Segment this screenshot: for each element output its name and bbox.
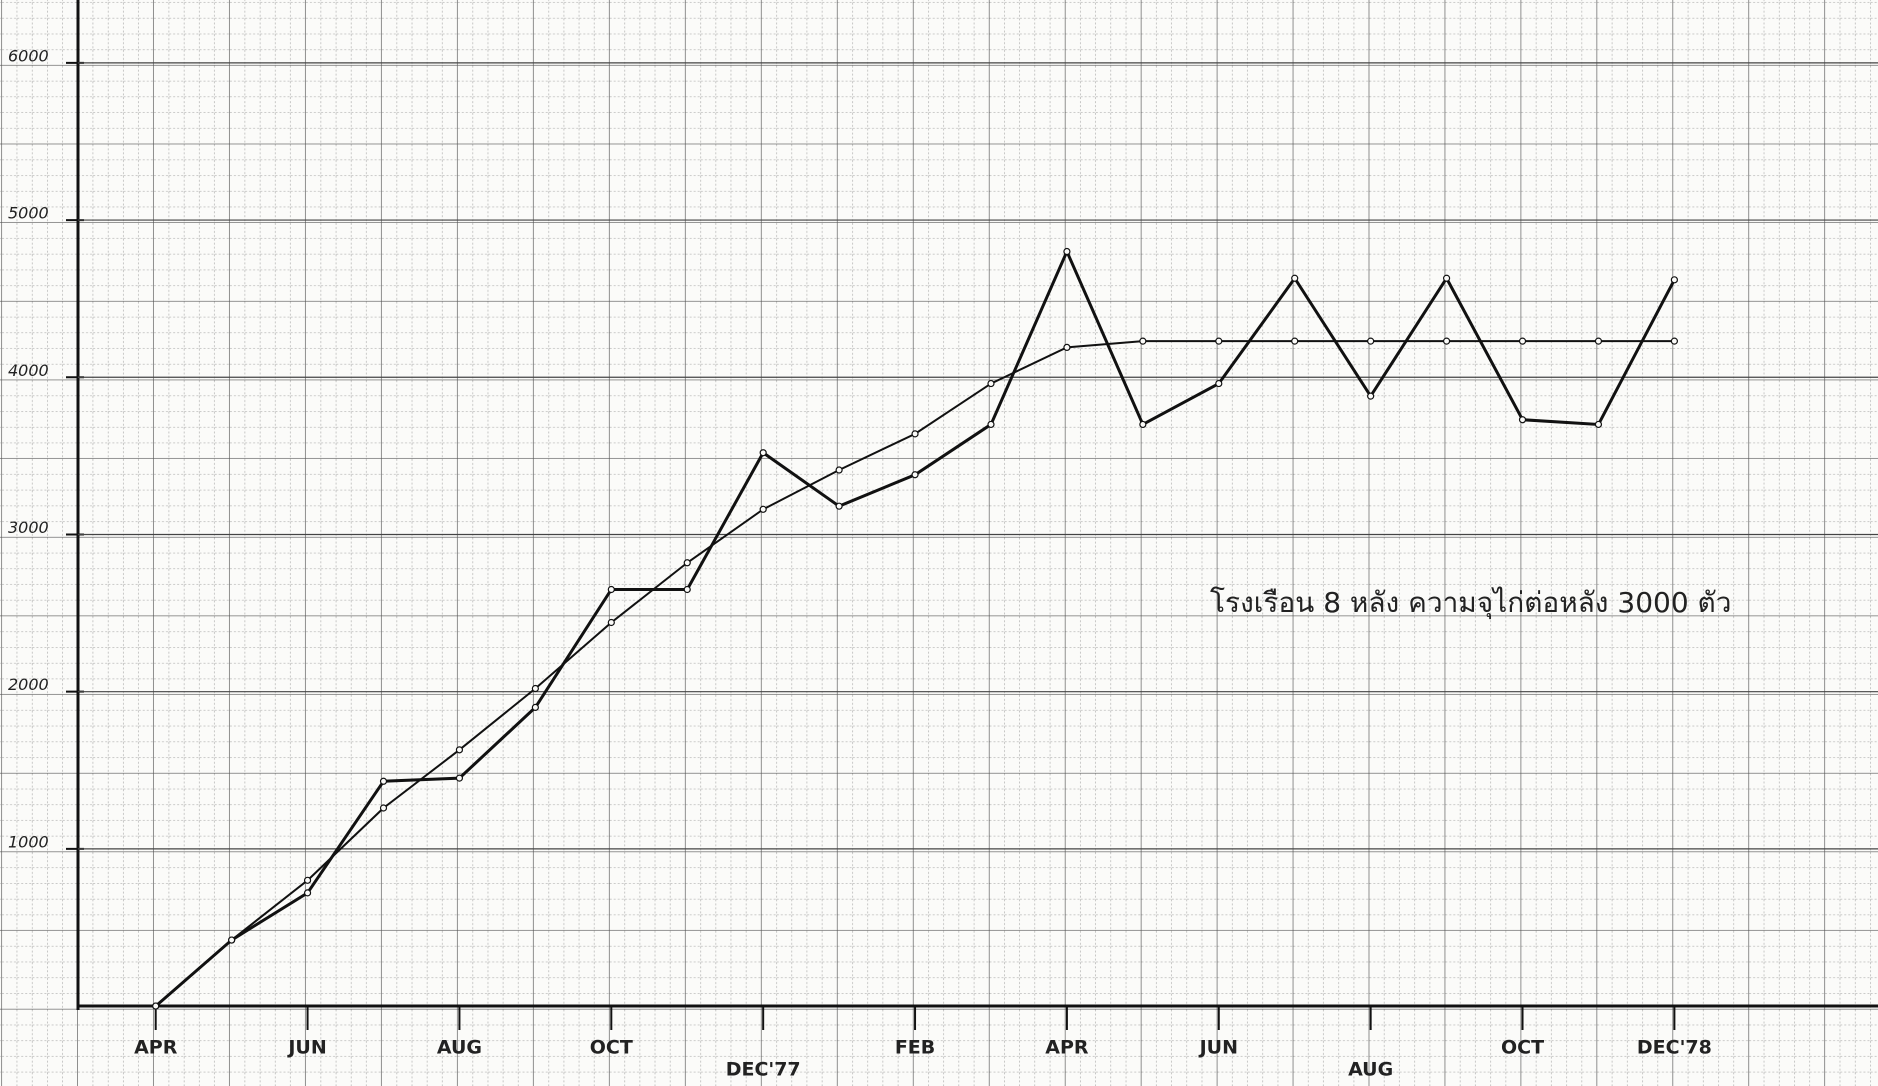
data-point xyxy=(532,704,538,710)
data-point xyxy=(836,503,842,509)
data-point xyxy=(1671,277,1677,283)
data-point xyxy=(1520,417,1526,423)
data-point xyxy=(608,620,614,626)
x-tick-label: OCT xyxy=(590,1037,633,1059)
data-point xyxy=(912,431,918,437)
x-tick-label: JUN xyxy=(1198,1037,1238,1059)
data-point xyxy=(684,560,690,566)
y-tick-label: 6000 xyxy=(8,46,49,65)
x-tick-label: FEB xyxy=(895,1037,935,1059)
x-tick-label: DEC'78 xyxy=(1637,1037,1712,1059)
data-point xyxy=(305,890,311,896)
annotation: โรงเรือน 8 หลัง ความจุไก่ต่อหลัง 3000 ตั… xyxy=(1210,586,1731,620)
data-point xyxy=(1292,275,1298,281)
data-point xyxy=(456,747,462,753)
y-tick-label: 5000 xyxy=(8,204,49,223)
data-point xyxy=(1216,338,1222,344)
data-point xyxy=(1140,421,1146,427)
x-tick-label: APR xyxy=(1045,1037,1089,1059)
data-point xyxy=(1292,338,1298,344)
x-tick-label: OCT xyxy=(1501,1037,1544,1059)
data-point xyxy=(1368,393,1374,399)
x-tick-label: AUG xyxy=(437,1037,482,1059)
y-tick-label: 4000 xyxy=(8,361,49,380)
data-point xyxy=(1064,344,1070,350)
data-point xyxy=(456,775,462,781)
data-point xyxy=(1671,338,1677,344)
data-point xyxy=(1520,338,1526,344)
x-tick-label: DEC'77 xyxy=(726,1059,801,1081)
data-point xyxy=(1368,338,1374,344)
data-point xyxy=(684,586,690,592)
data-point xyxy=(153,1003,159,1009)
data-point xyxy=(608,586,614,592)
data-point xyxy=(381,805,387,811)
data-point xyxy=(836,467,842,473)
data-point xyxy=(1140,338,1146,344)
data-point xyxy=(381,778,387,784)
data-point xyxy=(1064,249,1070,255)
y-tick-label: 1000 xyxy=(8,832,49,851)
data-point xyxy=(1444,338,1450,344)
y-tick-label: 2000 xyxy=(8,675,49,694)
data-point xyxy=(988,381,994,387)
data-point xyxy=(760,506,766,512)
chart: โรงเรือน 8 หลัง ความจุไก่ต่อหลัง 3000 ตั… xyxy=(0,0,1878,1086)
data-point xyxy=(1444,275,1450,281)
y-tick-label: 3000 xyxy=(8,518,49,537)
x-tick-label: APR xyxy=(134,1037,178,1059)
x-tick-label: JUN xyxy=(286,1037,326,1059)
data-point xyxy=(1595,421,1601,427)
data-point xyxy=(1216,381,1222,387)
data-point xyxy=(532,686,538,692)
data-point xyxy=(988,421,994,427)
data-point xyxy=(305,877,311,883)
graph-paper xyxy=(0,0,1878,1086)
x-tick-label: AUG xyxy=(1348,1059,1393,1081)
data-point xyxy=(229,937,235,943)
data-point xyxy=(760,450,766,456)
data-point xyxy=(912,472,918,478)
data-point xyxy=(1595,338,1601,344)
